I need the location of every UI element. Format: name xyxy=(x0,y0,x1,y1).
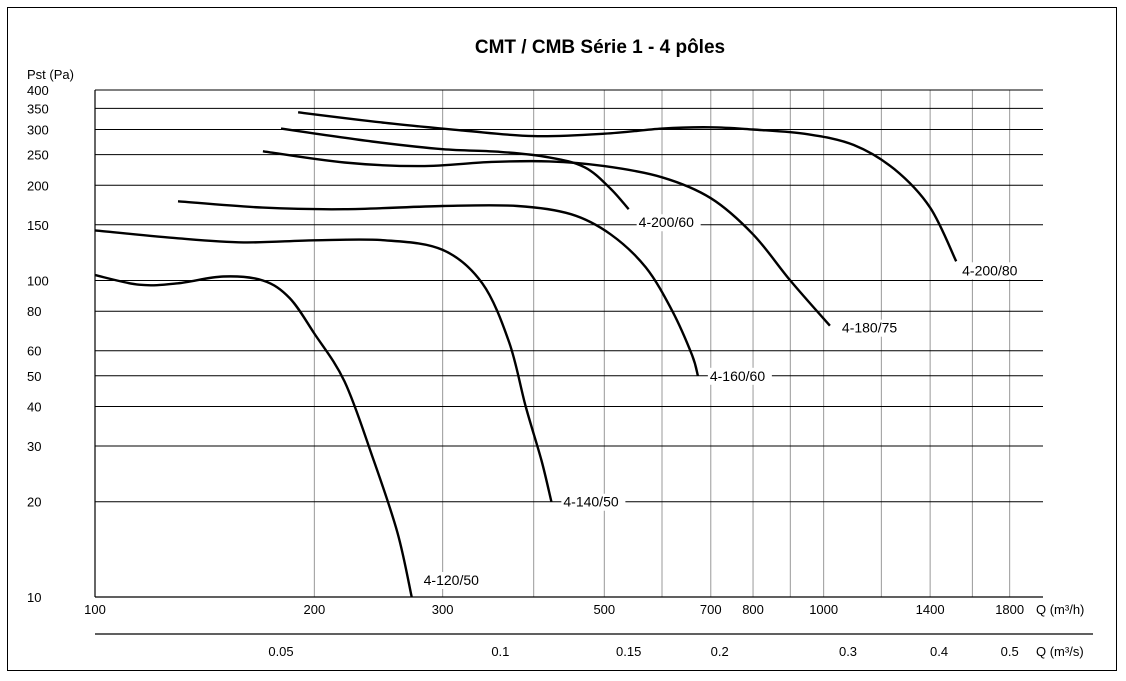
y-tick-label: 300 xyxy=(27,123,49,138)
y-tick-label: 10 xyxy=(27,590,41,605)
series-label-bg xyxy=(561,493,626,511)
x2-tick-label: 0.3 xyxy=(839,644,857,659)
y-tick-label: 60 xyxy=(27,344,41,359)
y-tick-label: 100 xyxy=(27,274,49,289)
x-tick-label: 1800 xyxy=(995,602,1024,617)
x-tick-label: 200 xyxy=(303,602,325,617)
chart-title: CMT / CMB Série 1 - 4 pôles xyxy=(475,37,725,58)
y-tick-label: 40 xyxy=(27,399,41,414)
x2-tick-label: 0.05 xyxy=(268,644,293,659)
x-axis-label-ms: Q (m³/s) xyxy=(1036,644,1084,659)
x-tick-label: 700 xyxy=(700,602,722,617)
x-axis-label-mh: Q (m³/h) xyxy=(1036,602,1084,617)
series-label-4-120/50: 4-120/50 xyxy=(424,572,479,588)
series-label-4-140/50: 4-140/50 xyxy=(563,494,618,510)
series-label-bg xyxy=(636,214,701,232)
x-tick-label: 800 xyxy=(742,602,764,617)
series-label-4-200/60: 4-200/60 xyxy=(639,214,694,230)
y-tick-label: 350 xyxy=(27,101,49,116)
series-line-4-200/60 xyxy=(280,127,630,211)
x-tick-label: 500 xyxy=(593,602,615,617)
y-axis-label: Pst (Pa) xyxy=(27,67,74,82)
series-line-4-180/75 xyxy=(262,150,831,327)
chart-frame xyxy=(7,7,1117,671)
y-tick-label: 30 xyxy=(27,439,41,454)
series-line-4-140/50 xyxy=(94,229,553,502)
series-label-bg xyxy=(839,319,904,337)
series-label-bg xyxy=(960,262,1025,280)
x2-tick-label: 0.4 xyxy=(930,644,948,659)
series-line-4-200/80 xyxy=(297,111,958,262)
series-line-4-160/60 xyxy=(177,200,700,377)
y-tick-label: 150 xyxy=(27,218,49,233)
series-label-bg xyxy=(707,367,772,385)
series-label-bg xyxy=(421,572,486,589)
y-tick-label: 20 xyxy=(27,495,41,510)
series-line-4-120/50 xyxy=(94,273,413,598)
x-tick-label: 1000 xyxy=(809,602,838,617)
y-tick-label: 200 xyxy=(27,178,49,193)
series-label-4-200/80: 4-200/80 xyxy=(962,262,1017,278)
y-tick-label: 80 xyxy=(27,304,41,319)
x-tick-label: 1400 xyxy=(916,602,945,617)
x2-tick-label: 0.5 xyxy=(1001,644,1019,659)
x2-tick-label: 0.15 xyxy=(616,644,641,659)
x2-tick-label: 0.1 xyxy=(491,644,509,659)
x-tick-label: 100 xyxy=(84,602,106,617)
x-tick-label: 300 xyxy=(432,602,454,617)
series-label-4-160/60: 4-160/60 xyxy=(710,368,765,384)
y-tick-label: 50 xyxy=(27,369,41,384)
y-tick-label: 250 xyxy=(27,148,49,163)
x2-tick-label: 0.2 xyxy=(711,644,729,659)
series-label-4-180/75: 4-180/75 xyxy=(842,320,897,336)
y-tick-label: 400 xyxy=(27,83,49,98)
